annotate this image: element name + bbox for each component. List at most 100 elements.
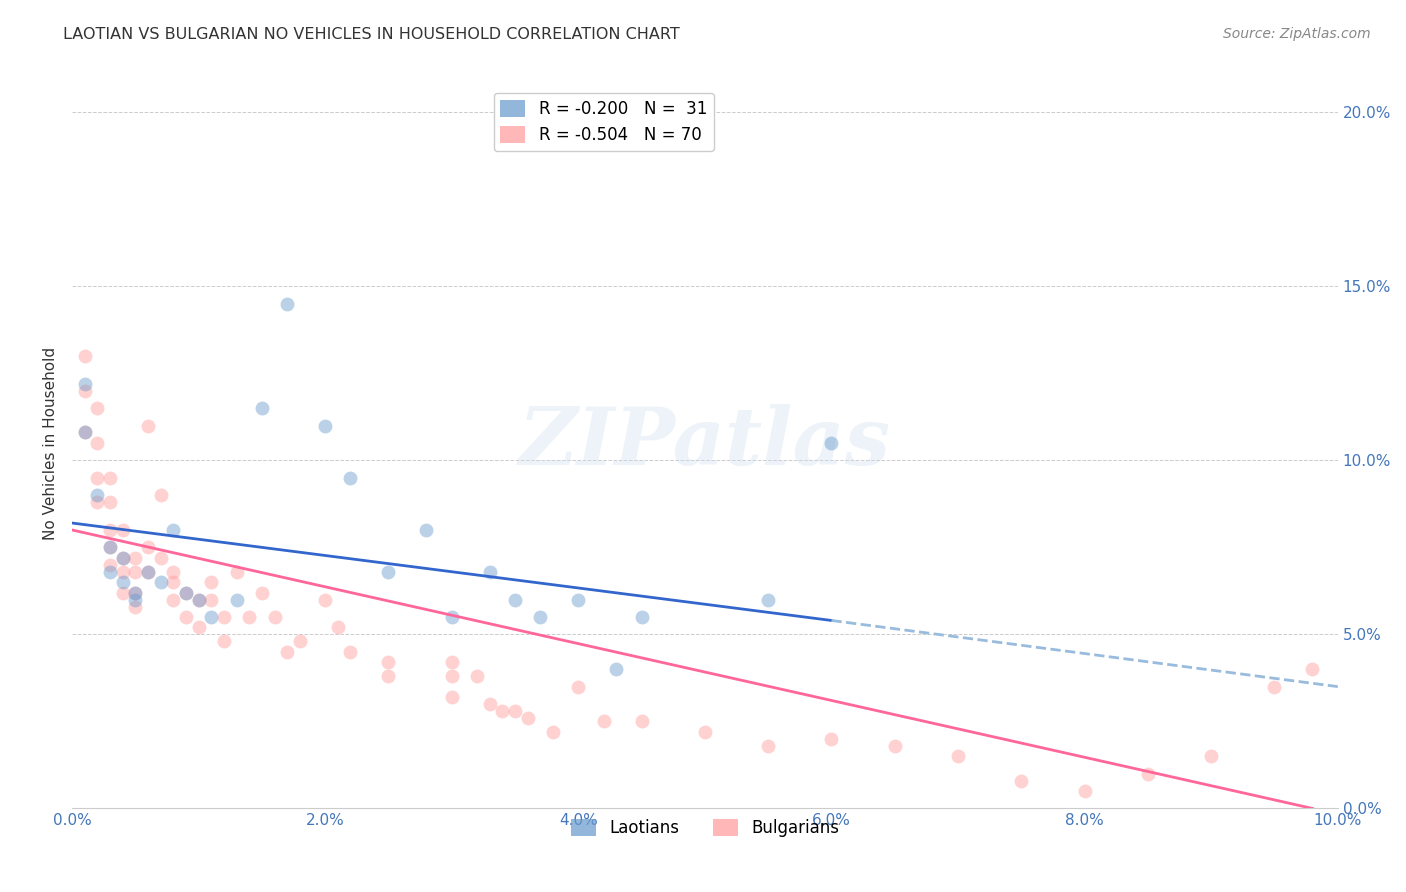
Point (567, 680, 589, 694)
Point (73, 349, 96, 363)
Point (440, 690, 463, 704)
Point (98, 558, 121, 572)
Point (465, 669, 488, 683)
Point (124, 585, 146, 599)
Point (516, 711, 538, 725)
Y-axis label: No Vehicles in Household: No Vehicles in Household (44, 346, 58, 540)
Text: LAOTIAN VS BULGARIAN NO VEHICLES IN HOUSEHOLD CORRELATION CHART: LAOTIAN VS BULGARIAN NO VEHICLES IN HOUS… (63, 27, 681, 42)
Point (491, 704, 513, 718)
Point (187, 592, 209, 607)
Point (440, 669, 463, 683)
Point (541, 724, 564, 739)
Point (478, 565, 501, 579)
Point (200, 592, 222, 607)
Point (86, 495, 108, 509)
Point (1199, 749, 1222, 764)
Point (187, 592, 209, 607)
Point (377, 655, 399, 669)
Point (288, 634, 311, 648)
Point (503, 704, 526, 718)
Point (339, 471, 361, 485)
Point (124, 565, 146, 579)
Point (1073, 784, 1095, 798)
Point (883, 739, 905, 753)
Point (111, 523, 134, 537)
Point (377, 669, 399, 683)
Point (212, 634, 235, 648)
Point (111, 585, 134, 599)
Point (162, 575, 184, 590)
Point (73, 376, 96, 391)
Point (73, 384, 96, 398)
Point (136, 565, 159, 579)
Point (136, 418, 159, 433)
Point (503, 592, 526, 607)
Point (111, 550, 134, 565)
Point (756, 739, 779, 753)
Point (946, 749, 969, 764)
Point (124, 585, 146, 599)
Point (162, 592, 184, 607)
Point (529, 610, 551, 624)
Point (98, 471, 121, 485)
Point (98, 495, 121, 509)
Point (339, 645, 361, 659)
Text: ZIPatlas: ZIPatlas (519, 404, 891, 482)
Point (478, 697, 501, 711)
Point (98, 541, 121, 555)
Point (276, 645, 298, 659)
Point (592, 714, 614, 729)
Point (1263, 680, 1285, 694)
Point (314, 418, 336, 433)
Point (630, 610, 652, 624)
Point (86, 471, 108, 485)
Point (98, 541, 121, 555)
Point (73, 425, 96, 440)
Point (86, 401, 108, 416)
Point (377, 565, 399, 579)
Point (124, 592, 146, 607)
Point (415, 523, 437, 537)
Point (187, 620, 209, 634)
Point (174, 585, 197, 599)
Point (149, 550, 172, 565)
Point (225, 565, 247, 579)
Point (1301, 662, 1323, 676)
Point (820, 731, 842, 746)
Point (250, 585, 273, 599)
Text: Source: ZipAtlas.com: Source: ZipAtlas.com (1223, 27, 1371, 41)
Point (124, 599, 146, 614)
Point (1010, 773, 1032, 788)
Point (86, 488, 108, 502)
Point (756, 592, 779, 607)
Point (111, 550, 134, 565)
Point (326, 620, 349, 634)
Point (174, 610, 197, 624)
Point (136, 541, 159, 555)
Point (162, 565, 184, 579)
Point (98, 523, 121, 537)
Point (693, 724, 716, 739)
Point (136, 565, 159, 579)
Point (111, 575, 134, 590)
Point (200, 575, 222, 590)
Point (630, 714, 652, 729)
Point (238, 610, 260, 624)
Point (225, 592, 247, 607)
Point (567, 592, 589, 607)
Point (250, 401, 273, 416)
Legend: Laotians, Bulgarians: Laotians, Bulgarians (564, 813, 845, 844)
Point (200, 610, 222, 624)
Point (111, 565, 134, 579)
Point (162, 523, 184, 537)
Point (263, 610, 285, 624)
Point (174, 585, 197, 599)
Point (124, 550, 146, 565)
Point (820, 436, 842, 450)
Point (605, 662, 627, 676)
Point (276, 296, 298, 310)
Point (149, 488, 172, 502)
Point (98, 565, 121, 579)
Point (1136, 766, 1159, 780)
Point (314, 592, 336, 607)
